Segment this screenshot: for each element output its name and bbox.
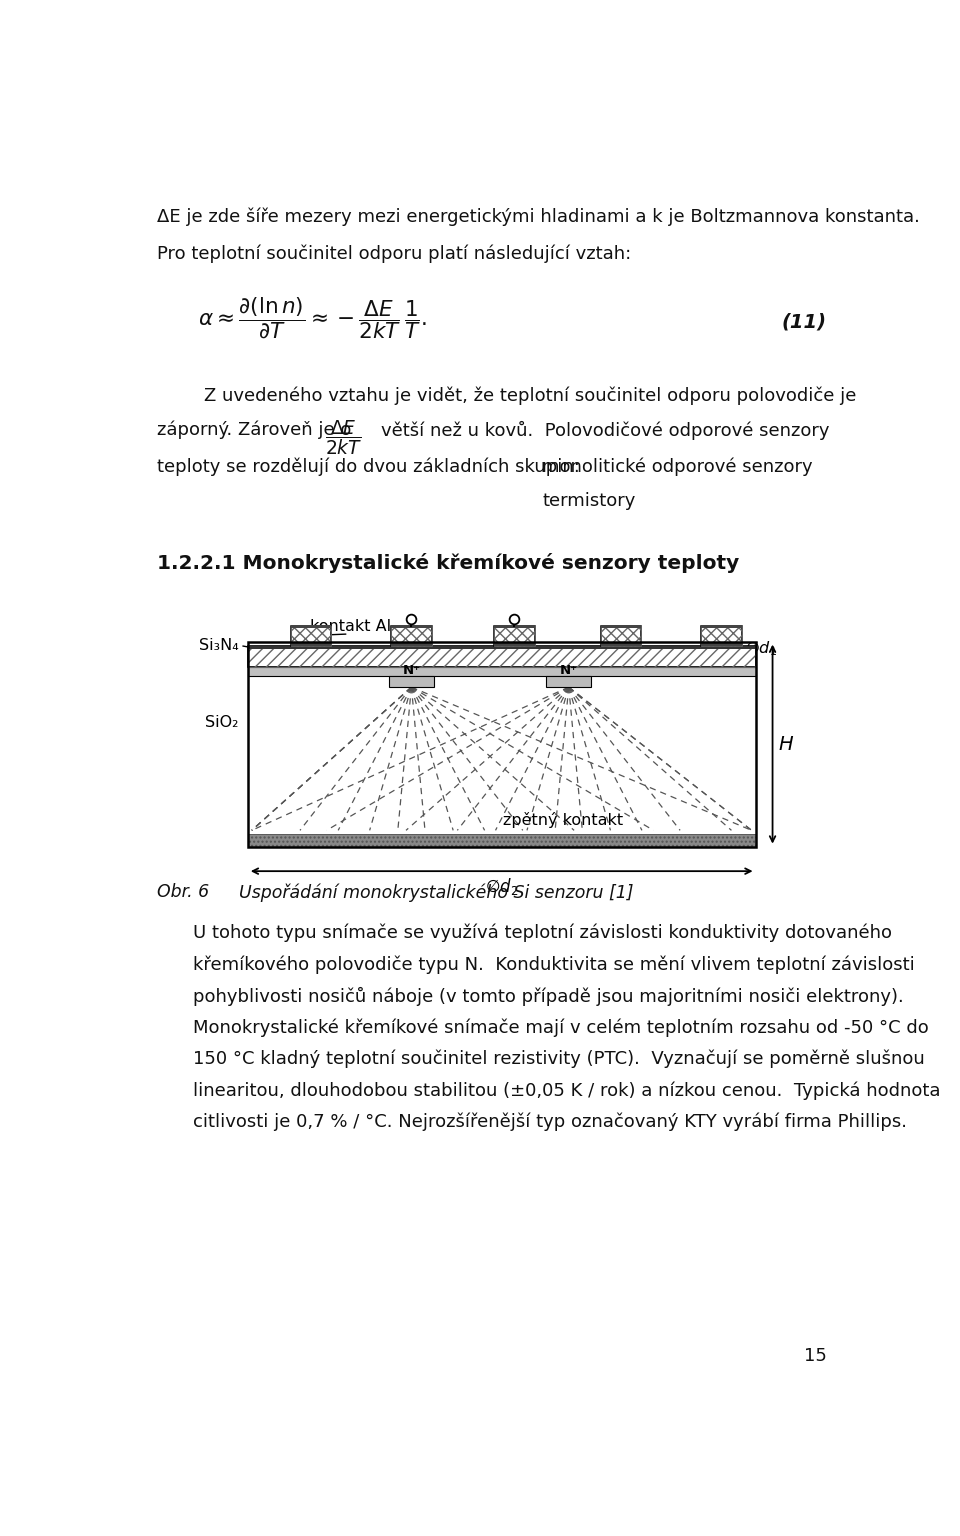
Bar [392,625,432,645]
Text: H: H [779,734,793,754]
Text: termistory: termistory [542,492,636,510]
Text: U tohoto typu snímače se využívá teplotní závislosti konduktivity dotovaného: U tohoto typu snímače se využívá teplotn… [193,923,892,942]
Text: 15: 15 [804,1347,827,1366]
Text: $\dfrac{\Delta E}{2kT}$: $\dfrac{\Delta E}{2kT}$ [325,418,363,458]
Text: (11): (11) [781,313,827,332]
Text: 1.2.2.1 Monokrystalické křemíkové senzory teploty: 1.2.2.1 Monokrystalické křemíkové senzor… [157,553,739,573]
Text: křemíkového polovodiče typu N.  Konduktivita se mění vlivem teplotní závislosti: křemíkového polovodiče typu N. Konduktiv… [193,955,915,974]
Bar [601,625,641,628]
Bar [494,625,535,628]
Bar [546,676,591,687]
Bar [248,834,756,846]
Text: 150 °C kladný teplotní součinitel rezistivity (PTC).  Vyznačují se poměrně slušn: 150 °C kladný teplotní součinitel rezist… [193,1049,924,1069]
Bar [248,645,756,650]
Bar [701,625,741,628]
Bar [701,625,741,645]
Text: Si₃N₄: Si₃N₄ [199,637,239,653]
Bar [291,625,331,645]
Bar [601,625,641,645]
Text: $\alpha \approx \dfrac{\partial(\ln n)}{\partial T} \approx -\dfrac{\Delta E}{2k: $\alpha \approx \dfrac{\partial(\ln n)}{… [198,296,426,341]
Bar [291,625,331,628]
Bar [601,642,641,645]
Text: pohyblivosti nosičů náboje (v tomto případě jsou majoritními nosiči elektrony).: pohyblivosti nosičů náboje (v tomto příp… [193,986,903,1006]
Bar [291,625,331,645]
Text: teploty se rozdělují do dvou základních skupin:: teploty se rozdělují do dvou základních … [157,458,580,476]
Text: Pro teplotní součinitel odporu platí následující vztah:: Pro teplotní součinitel odporu platí nás… [157,244,632,263]
Bar [248,645,756,667]
Text: záporný. Zároveň je o: záporný. Zároveň je o [157,421,351,439]
Bar [248,667,756,676]
Bar [389,676,434,687]
Text: monolitické odporové senzory: monolitické odporové senzory [542,458,813,476]
Bar [248,642,756,846]
Bar [701,625,741,645]
Text: Uspořádání monokrystalického Si senzoru [1]: Uspořádání monokrystalického Si senzoru … [239,883,633,902]
Text: N⁺: N⁺ [560,664,578,677]
Text: $\varnothing d_1$: $\varnothing d_1$ [745,639,778,657]
Bar [701,642,741,645]
Text: SiO₂: SiO₂ [205,716,239,730]
Text: Monokrystalické křemíkové snímače mají v celém teplotním rozsahu od -50 °C do: Monokrystalické křemíkové snímače mají v… [193,1018,928,1037]
Text: N⁺: N⁺ [402,664,420,677]
Bar [291,642,331,645]
Bar [392,625,432,628]
Bar [248,645,756,667]
Text: kontakt Al: kontakt Al [310,619,391,633]
Text: linearitou, dlouhodobou stabilitou (±0,05 K / rok) a nízkou cenou.  Typická hodn: linearitou, dlouhodobou stabilitou (±0,0… [193,1081,941,1100]
Text: citlivosti je 0,7 % / °C. Nejrozšířenější typ označovaný KTY vyrábí firma Philli: citlivosti je 0,7 % / °C. Nejrozšířenějš… [193,1114,907,1132]
Bar [248,834,756,846]
Text: větší než u kovů.  Polovodičové odporové senzory: větší než u kovů. Polovodičové odporové … [381,421,829,439]
Text: Obr. 6: Obr. 6 [157,883,209,902]
Bar [494,642,535,645]
Bar [392,642,432,645]
Text: $\varnothing d_2$: $\varnothing d_2$ [485,876,518,897]
Text: Z uvedeného vztahu je vidět, že teplotní součinitel odporu polovodiče je: Z uvedeného vztahu je vidět, že teplotní… [204,386,856,404]
Bar [392,625,432,645]
Text: ΔE je zde šíře mezery mezi energetickými hladinami a k je Boltzmannova konstanta: ΔE je zde šíře mezery mezi energetickými… [157,207,920,226]
Bar [248,676,756,834]
Bar [601,625,641,645]
Bar [494,625,535,645]
Text: zpětný kontakt: zpětný kontakt [502,813,623,828]
Bar [494,625,535,645]
